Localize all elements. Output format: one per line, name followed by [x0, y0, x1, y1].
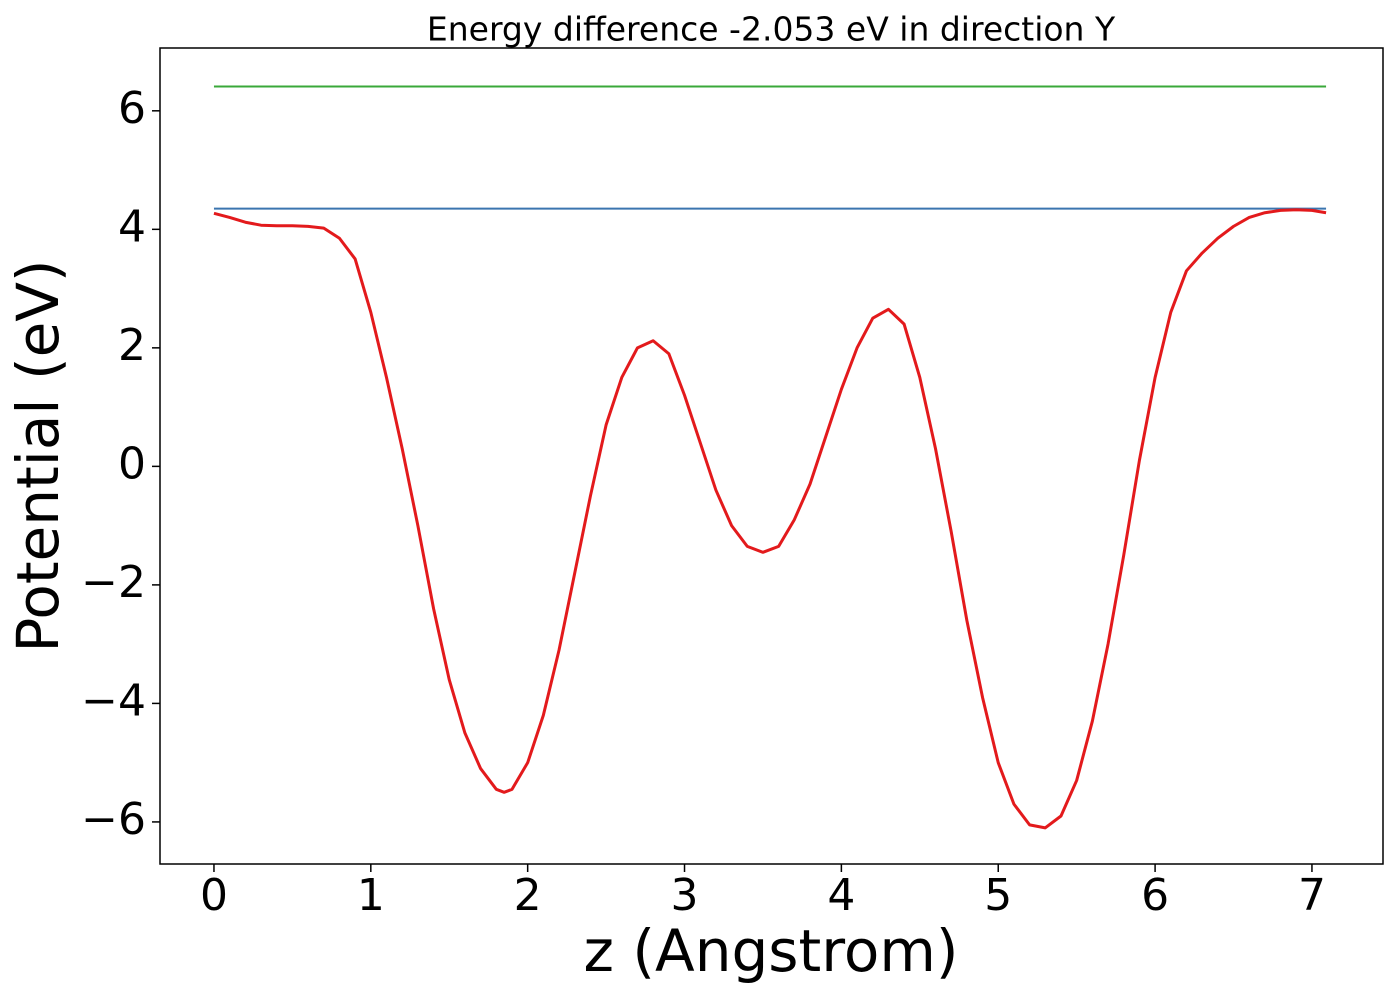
x-tick-label: 2 [514, 870, 542, 921]
y-tick-label: 2 [118, 320, 146, 371]
y-axis-label: Potential (eV) [4, 259, 72, 652]
y-tick-label: −6 [81, 794, 146, 845]
x-tick-label: 1 [357, 870, 385, 921]
chart-title: Energy difference -2.053 eV in direction… [427, 10, 1116, 49]
x-tick-label: 6 [1141, 870, 1169, 921]
x-tick-label: 3 [671, 870, 699, 921]
x-tick-label: 5 [984, 870, 1012, 921]
x-axis-label: z (Angstrom) [584, 917, 959, 985]
y-tick-label: −4 [81, 675, 146, 726]
x-tick-label: 7 [1298, 870, 1326, 921]
series-line [213, 208, 1327, 830]
y-tick-label: −2 [81, 557, 146, 608]
x-tick-label: 4 [827, 870, 855, 921]
plot-frame [159, 47, 1384, 865]
y-tick-label: 0 [118, 438, 146, 489]
x-tick-label: 0 [200, 870, 228, 921]
y-tick-label: 6 [118, 83, 146, 134]
y-tick-label: 4 [118, 201, 146, 252]
